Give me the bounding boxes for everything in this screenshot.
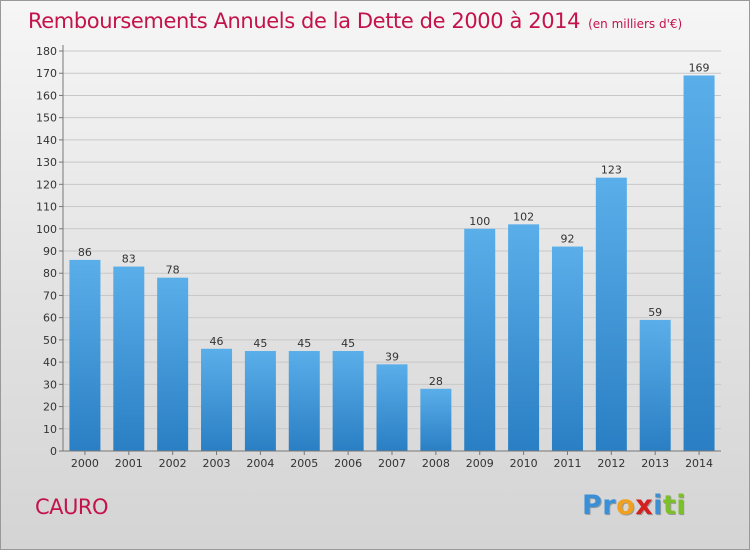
x-tick-label: 2010 xyxy=(510,457,538,470)
bar-value-label: 123 xyxy=(601,164,622,177)
chart-title: Remboursements Annuels de la Dette de 20… xyxy=(28,9,682,33)
x-tick-label: 2005 xyxy=(290,457,318,470)
bar-value-label: 78 xyxy=(166,264,180,277)
x-tick-label: 2012 xyxy=(597,457,625,470)
bar-value-label: 28 xyxy=(429,375,443,388)
bar-value-label: 83 xyxy=(122,253,136,266)
logo-letter: o xyxy=(616,490,636,521)
y-tick-label: 130 xyxy=(36,156,57,169)
x-tick-label: 2003 xyxy=(203,457,231,470)
bar xyxy=(332,351,364,451)
y-tick-label: 0 xyxy=(50,445,57,458)
bar xyxy=(508,224,540,451)
x-tick-label: 2009 xyxy=(466,457,494,470)
y-tick-label: 30 xyxy=(43,378,57,391)
y-tick-label: 20 xyxy=(43,401,57,414)
bar xyxy=(157,277,189,451)
y-tick-label: 10 xyxy=(43,423,57,436)
bar xyxy=(464,228,496,451)
bar xyxy=(376,364,408,451)
bar xyxy=(288,351,320,451)
proxiti-logo: Proxiti xyxy=(582,490,686,521)
bar xyxy=(639,319,671,451)
title-text: Remboursements Annuels de la Dette de 20… xyxy=(28,9,581,33)
y-tick-label: 100 xyxy=(36,223,57,236)
unit-label: (en milliers d'€) xyxy=(588,17,683,31)
bar xyxy=(69,259,101,451)
bar xyxy=(244,351,276,451)
x-tick-label: 2002 xyxy=(159,457,187,470)
x-tick-label: 2011 xyxy=(553,457,581,470)
town-name: CAURO xyxy=(35,495,109,519)
bar xyxy=(201,348,233,451)
bar-value-label: 92 xyxy=(560,233,574,246)
bar xyxy=(683,75,715,451)
logo-letter: x xyxy=(635,490,654,521)
logo-letter: P xyxy=(582,490,603,521)
y-tick-label: 110 xyxy=(36,201,57,214)
bar-value-label: 100 xyxy=(469,215,490,228)
y-tick-label: 50 xyxy=(43,334,57,347)
y-tick-label: 80 xyxy=(43,267,57,280)
bar xyxy=(113,266,145,451)
y-tick-label: 140 xyxy=(36,134,57,147)
x-tick-label: 2006 xyxy=(334,457,362,470)
logo-letter: i xyxy=(676,490,687,521)
y-tick-label: 90 xyxy=(43,245,57,258)
y-tick-label: 120 xyxy=(36,178,57,191)
x-tick-label: 2000 xyxy=(71,457,99,470)
logo-letter: i xyxy=(653,490,663,521)
bar-value-label: 59 xyxy=(648,306,662,319)
y-tick-label: 70 xyxy=(43,289,57,302)
y-tick-label: 160 xyxy=(36,89,57,102)
logo-letter: t xyxy=(662,490,677,521)
bar xyxy=(420,388,452,451)
x-tick-label: 2001 xyxy=(115,457,143,470)
bar-value-label: 46 xyxy=(210,335,224,348)
bar-value-label: 45 xyxy=(341,337,355,350)
x-tick-label: 2007 xyxy=(378,457,406,470)
x-tick-label: 2008 xyxy=(422,457,450,470)
bar-value-label: 45 xyxy=(253,337,267,350)
x-tick-label: 2004 xyxy=(246,457,274,470)
bar xyxy=(595,177,627,451)
bar-value-label: 86 xyxy=(78,246,92,259)
x-tick-label: 2014 xyxy=(685,457,713,470)
bar-value-label: 39 xyxy=(385,350,399,363)
y-tick-label: 180 xyxy=(36,45,57,58)
x-tick-label: 2013 xyxy=(641,457,669,470)
bar-value-label: 45 xyxy=(297,337,311,350)
bar xyxy=(551,246,583,451)
bar-value-label: 169 xyxy=(689,61,710,74)
y-tick-label: 60 xyxy=(43,312,57,325)
logo-letter: r xyxy=(602,490,617,521)
y-tick-label: 40 xyxy=(43,356,57,369)
y-tick-label: 150 xyxy=(36,112,57,125)
bar-value-label: 102 xyxy=(513,210,534,223)
y-tick-label: 170 xyxy=(36,67,57,80)
